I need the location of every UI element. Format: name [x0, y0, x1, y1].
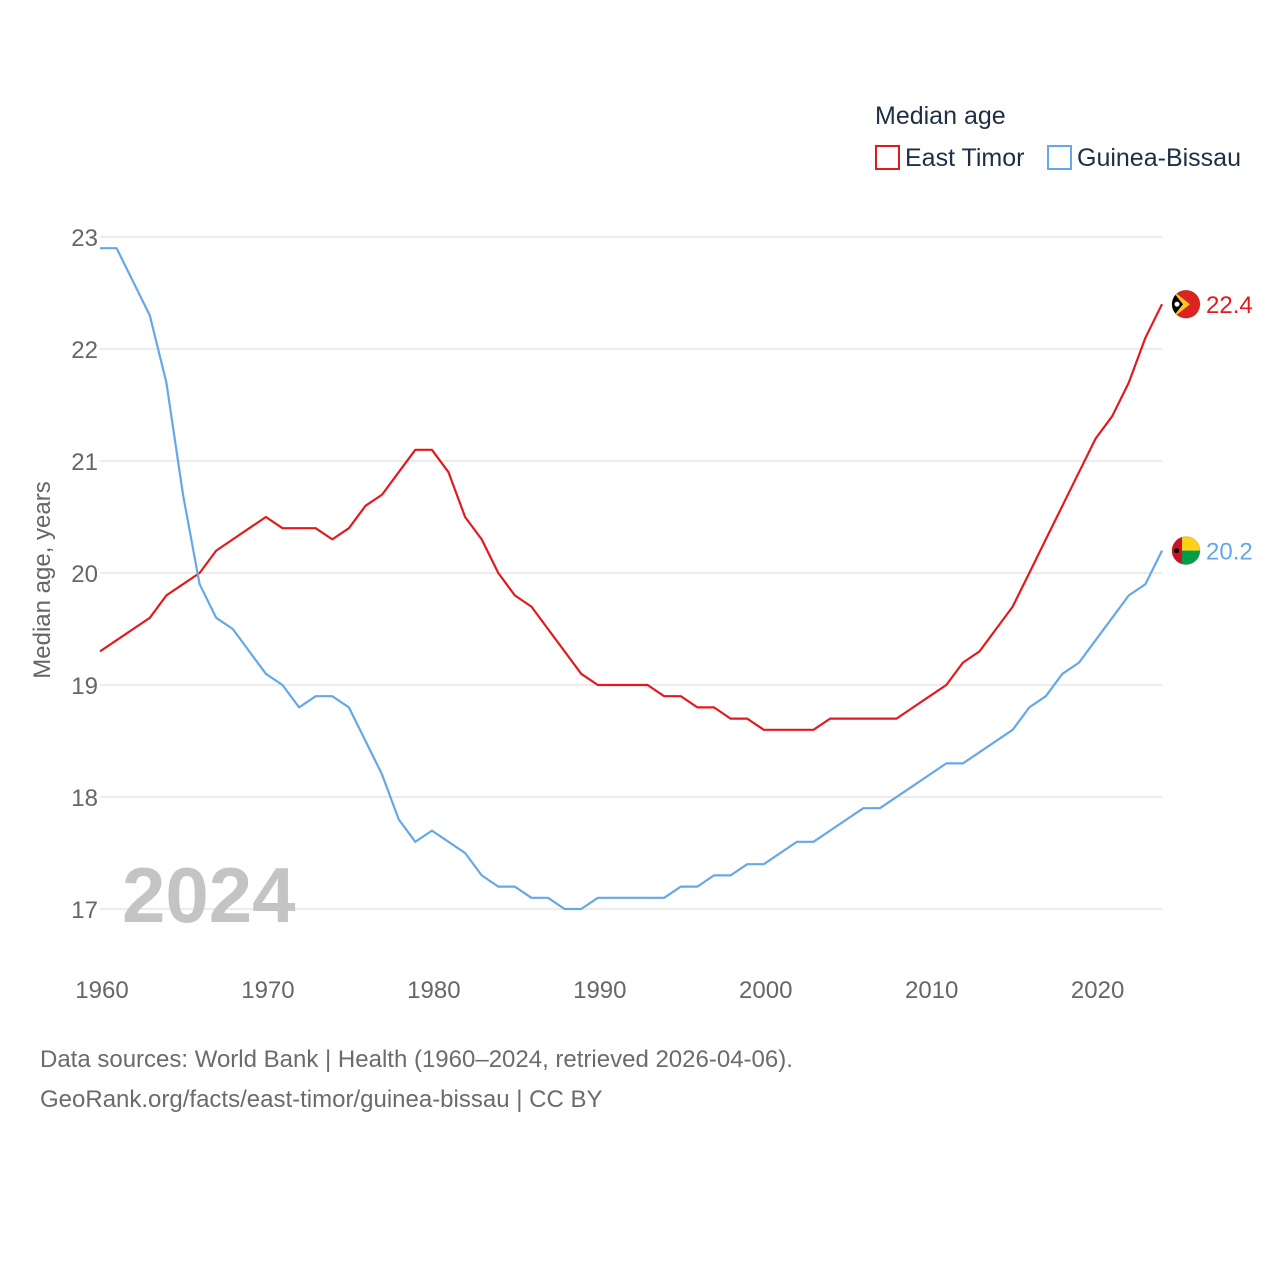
gridlines — [100, 236, 1162, 910]
east-timor-flag-icon — [1171, 289, 1201, 319]
x-axis-ticks: 1960 1970 1980 1990 2000 2010 2020 — [75, 977, 1124, 1004]
source-line: Data sources: World Bank | Health (1960–… — [40, 1046, 793, 1073]
y-tick-label: 19 — [71, 673, 98, 700]
x-tick-label: 2010 — [905, 977, 958, 1004]
legend-label-east-timor: East Timor — [905, 144, 1024, 172]
median-age-chart: 17 18 19 20 21 22 23 1960 1970 1980 1990 2000 2010 2… — [29, 102, 1253, 1004]
y-tick-label: 23 — [71, 225, 98, 252]
x-tick-label: 1990 — [573, 977, 626, 1004]
legend-title: Median age — [875, 102, 1006, 130]
legend-swatch-east-timor — [875, 145, 900, 170]
y-axis-label: Median age, years — [29, 481, 56, 678]
end-markers: 22.4 20.2 — [1171, 289, 1253, 566]
series-line-guinea-bissau — [100, 247, 1163, 911]
legend: Median age East Timor Guinea-Bissau — [875, 102, 1241, 172]
legend-swatch-guinea-bissau — [1047, 145, 1072, 170]
x-tick-label: 2020 — [1071, 977, 1124, 1004]
series-line-east-timor — [99, 303, 1163, 731]
guinea-bissau-flag-icon — [1171, 536, 1201, 566]
license-line: GeoRank.org/facts/east-timor/guinea-biss… — [40, 1086, 603, 1113]
y-tick-label: 20 — [71, 561, 98, 588]
y-tick-label: 18 — [71, 785, 98, 812]
series-lines — [99, 247, 1163, 911]
end-value-label: 22.4 — [1206, 292, 1253, 319]
x-tick-label: 2000 — [739, 977, 792, 1004]
y-tick-label: 22 — [71, 337, 98, 364]
end-value-label: 20.2 — [1206, 539, 1253, 566]
y-axis-ticks: 17 18 19 20 21 22 23 — [71, 225, 98, 924]
x-tick-label: 1970 — [241, 977, 294, 1004]
y-tick-label: 21 — [71, 449, 98, 476]
x-tick-label: 1980 — [407, 977, 460, 1004]
y-tick-label: 17 — [71, 897, 98, 924]
year-watermark: 2024 — [122, 851, 296, 939]
legend-label-guinea-bissau: Guinea-Bissau — [1077, 144, 1241, 172]
x-tick-label: 1960 — [75, 977, 128, 1004]
